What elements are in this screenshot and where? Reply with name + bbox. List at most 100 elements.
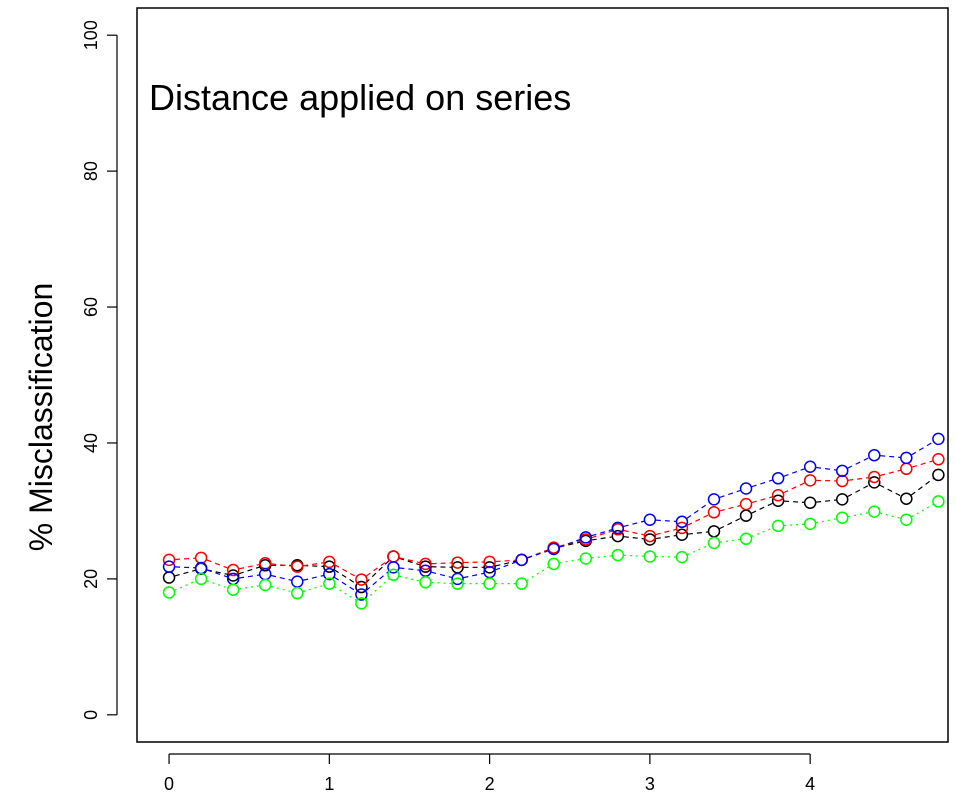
data-point	[675, 528, 689, 541]
series-line-segment	[271, 563, 292, 567]
series-line-segment	[174, 569, 196, 577]
data-point	[932, 453, 945, 466]
series-line-segment	[879, 484, 902, 497]
data-point	[675, 521, 689, 535]
series-line-segment	[495, 559, 516, 563]
data-point	[226, 569, 240, 582]
data-point	[707, 506, 721, 519]
data-point	[194, 572, 208, 586]
series-line-segment	[398, 557, 420, 566]
data-point	[900, 492, 913, 505]
data-point	[483, 577, 496, 590]
series-line-segment	[334, 586, 357, 601]
data-point	[483, 555, 496, 569]
series-line-segment	[399, 557, 420, 564]
series-line-segment	[365, 560, 390, 584]
x-axis: 0 1 2 3 4	[164, 753, 815, 794]
data-point	[387, 561, 400, 574]
series-line-segment	[719, 505, 741, 512]
data-point	[355, 573, 368, 586]
data-point	[291, 586, 304, 600]
series-line-segment	[431, 581, 452, 584]
y-tick-label: 80	[81, 161, 101, 181]
series-line-segment	[751, 479, 773, 488]
series-line-segment	[848, 477, 869, 481]
series-line-segment	[495, 560, 516, 567]
y-tick-label: 0	[81, 710, 101, 720]
data-point	[547, 542, 560, 556]
series-layer	[162, 432, 945, 610]
y-tick-label: 20	[81, 569, 101, 589]
series-line-segment	[751, 502, 773, 514]
series-line-segment	[302, 584, 324, 593]
series-line-segment	[910, 477, 934, 496]
data-point	[323, 560, 336, 573]
series-0	[162, 468, 945, 594]
series-line-segment	[591, 555, 612, 559]
data-point	[675, 515, 689, 529]
series-line-segment	[526, 566, 549, 582]
data-point	[932, 468, 945, 482]
series-line-segment	[206, 569, 228, 578]
series-line-segment	[175, 557, 196, 561]
data-point	[675, 550, 689, 564]
data-point	[579, 552, 593, 565]
series-line-segment	[911, 460, 933, 468]
series-line-segment	[623, 520, 645, 528]
data-point	[611, 521, 625, 535]
data-point	[771, 494, 785, 507]
x-tick-label: 1	[324, 774, 334, 794]
data-point	[579, 531, 593, 544]
data-point	[643, 529, 657, 543]
series-line-segment	[784, 523, 805, 527]
series-line-segment	[527, 550, 549, 559]
series-1	[162, 453, 945, 586]
data-point	[835, 511, 849, 524]
series-line-segment	[623, 529, 645, 536]
data-point	[739, 497, 753, 511]
data-point	[835, 464, 849, 478]
series-line-segment	[751, 496, 773, 504]
data-point	[611, 548, 625, 562]
series-line-segment	[719, 517, 741, 530]
series-line-segment	[783, 468, 805, 477]
series-line-segment	[847, 457, 870, 469]
series-line-segment	[816, 499, 837, 503]
data-point	[547, 557, 560, 571]
data-point	[258, 578, 272, 592]
series-line-segment	[495, 561, 517, 571]
data-point	[162, 586, 176, 599]
data-point	[803, 517, 817, 531]
series-line-segment	[559, 538, 581, 548]
series-line-segment	[879, 512, 901, 519]
y-axis-title: % Misclassification	[23, 283, 59, 552]
series-line-segment	[623, 554, 644, 557]
data-point	[451, 577, 464, 590]
data-point	[739, 532, 753, 546]
data-point	[515, 577, 528, 590]
data-point	[868, 505, 881, 518]
data-point	[355, 580, 368, 594]
data-point	[515, 553, 528, 567]
data-point	[162, 553, 176, 567]
data-point	[643, 533, 657, 546]
data-point	[803, 496, 817, 510]
data-point	[291, 575, 304, 588]
series-line-segment	[911, 441, 934, 456]
series-line-segment	[463, 572, 484, 579]
series-line-segment	[879, 469, 901, 477]
data-point	[194, 561, 208, 575]
data-point	[900, 451, 913, 465]
data-point	[835, 474, 849, 488]
data-point	[707, 525, 721, 538]
series-line-segment	[686, 502, 710, 519]
data-point	[611, 529, 625, 543]
data-point	[451, 572, 464, 586]
data-point	[900, 513, 913, 527]
series-line-segment	[751, 527, 773, 538]
series-line-segment	[365, 578, 390, 600]
series-line-segment	[815, 518, 837, 524]
data-point	[291, 560, 304, 573]
data-point	[771, 489, 785, 502]
series-line-segment	[206, 559, 228, 569]
